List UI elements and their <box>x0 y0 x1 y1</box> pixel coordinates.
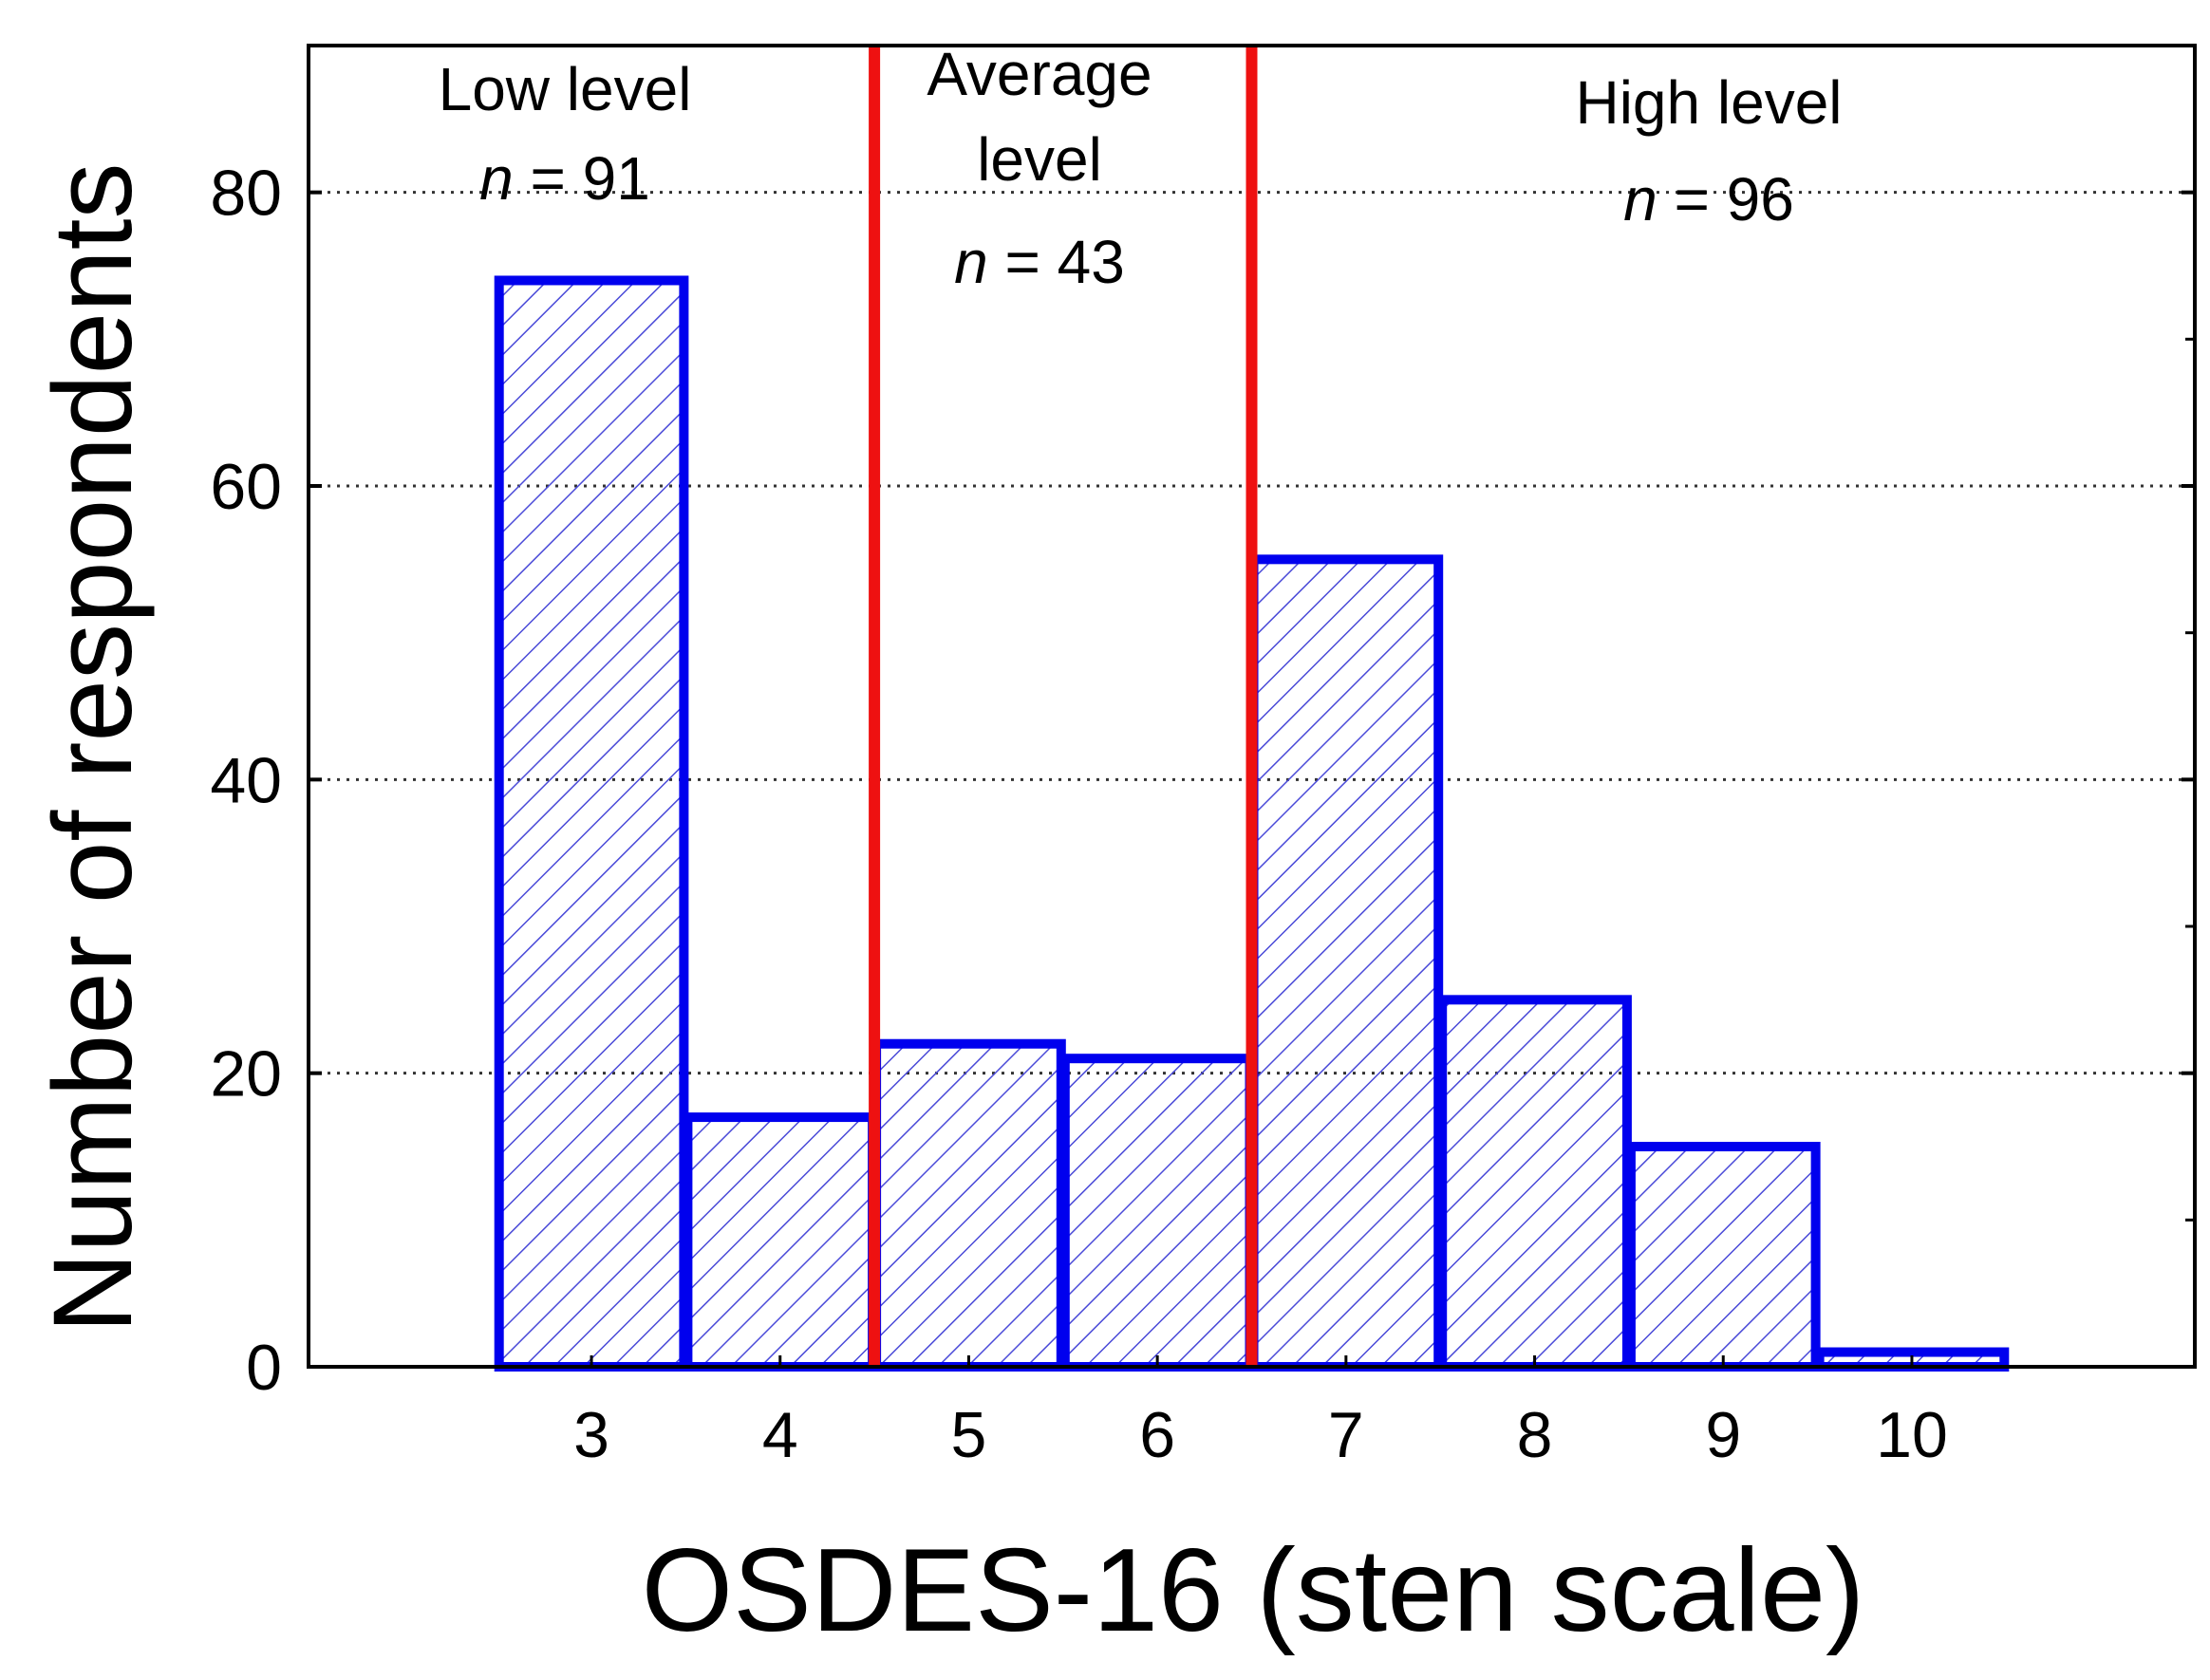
region-3-n-symbol: n <box>1623 165 1658 233</box>
axis-ticks: 0 20 40 60 80 3 4 5 6 7 8 9 10 <box>210 158 2195 1471</box>
region-2-n-symbol: n <box>954 228 988 296</box>
y-tick-label-0: 0 <box>246 1332 282 1404</box>
region-1-n-symbol: n <box>479 144 514 213</box>
region-3-label-line-1: High level <box>1575 68 1842 137</box>
region-annotations: Low level n = 91 Average level n = 43 High le… <box>439 40 1843 296</box>
region-2-n-value: = 43 <box>988 228 1125 296</box>
bar-5 <box>871 1038 1066 1372</box>
y-tick-label-40: 40 <box>210 744 282 816</box>
y-tick-label-60: 60 <box>210 451 282 523</box>
region-1-n-value: = 91 <box>514 144 650 213</box>
x-tick-label-5: 5 <box>951 1399 987 1471</box>
bar-9 <box>1625 1142 1821 1372</box>
bar-7 <box>1248 554 1444 1372</box>
bar-3 <box>494 275 689 1372</box>
bar-6 <box>1059 1054 1255 1372</box>
region-3-count: n = 96 <box>1623 165 1794 233</box>
bar-8 <box>1437 995 1632 1372</box>
x-tick-label-3: 3 <box>573 1399 609 1471</box>
region-1-label-line-1: Low level <box>439 55 692 123</box>
plot-frame <box>307 44 2197 1369</box>
x-tick-label-4: 4 <box>762 1399 798 1471</box>
x-tick-label-9: 9 <box>1705 1399 1741 1471</box>
x-tick-label-7: 7 <box>1328 1399 1364 1471</box>
region-3-n-value: = 96 <box>1658 165 1794 233</box>
x-tick-label-10: 10 <box>1876 1399 1948 1471</box>
x-tick-label-8: 8 <box>1517 1399 1553 1471</box>
y-tick-label-80: 80 <box>210 158 282 230</box>
x-axis-title: OSDES-16 (sten scale) <box>642 1525 1865 1656</box>
cutoff-lines <box>869 46 1258 1367</box>
y-tick-label-20: 20 <box>210 1038 282 1111</box>
bar-4 <box>683 1112 878 1372</box>
region-1-count: n = 91 <box>479 144 650 213</box>
x-tick-label-6: 6 <box>1139 1399 1175 1471</box>
region-2-label-line-2: level <box>977 125 1102 194</box>
region-2-count: n = 43 <box>954 228 1125 296</box>
y-axis-title: Number of respondents <box>30 162 156 1333</box>
region-2-label-line-1: Average <box>927 40 1152 108</box>
